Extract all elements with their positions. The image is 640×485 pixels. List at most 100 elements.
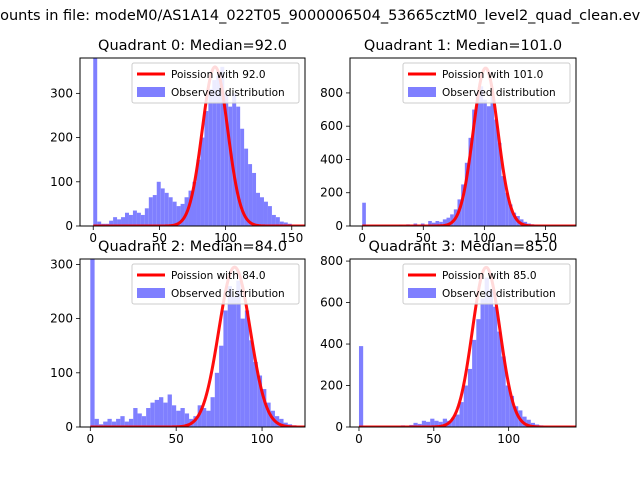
histogram-bar xyxy=(486,106,491,226)
histogram-bar xyxy=(227,286,232,427)
histogram-bar xyxy=(428,221,432,226)
histogram-bar xyxy=(490,96,495,226)
x-tick-label: 50 xyxy=(152,231,167,245)
histogram-bar xyxy=(116,418,121,427)
legend-label-observed: Observed distribution xyxy=(442,87,556,99)
plot-area xyxy=(361,66,576,226)
histogram-bar xyxy=(220,66,225,226)
histogram-bar xyxy=(188,190,193,226)
histogram-bar xyxy=(167,394,172,427)
histogram-bar xyxy=(232,296,237,427)
legend-label-observed: Observed distribution xyxy=(442,288,556,300)
histogram-bar xyxy=(214,372,220,427)
x-tick-label: 0 xyxy=(86,432,94,446)
poisson-fit-line xyxy=(89,265,305,427)
axes-frame xyxy=(79,57,306,227)
figure-suptitle: Counts in file: modeM0/AS1A14_022T05_900… xyxy=(0,8,640,24)
y-tick-label: 300 xyxy=(50,86,73,100)
histogram-bar xyxy=(180,408,185,427)
y-tick-label: 400 xyxy=(320,152,343,166)
histogram-bar xyxy=(240,318,245,427)
legend-box xyxy=(131,62,300,104)
histogram-bar xyxy=(476,319,481,427)
histogram-bar xyxy=(212,80,217,226)
x-tick-label: 100 xyxy=(497,432,520,446)
x-tick-label: 0 xyxy=(89,231,97,245)
histogram-bar xyxy=(459,402,464,427)
histogram-bar xyxy=(253,361,258,427)
legend-label-poisson: Poission with 84.0 xyxy=(171,270,266,282)
histogram-bar xyxy=(232,93,237,226)
histogram-bar xyxy=(216,75,221,226)
histogram-bar xyxy=(530,422,535,427)
histogram-bar xyxy=(140,214,145,226)
histogram-bar xyxy=(275,217,280,226)
histogram-bar xyxy=(413,422,418,427)
histogram-bar xyxy=(256,192,260,226)
histogram-bar xyxy=(125,212,129,226)
histogram-bar xyxy=(111,421,117,427)
histogram-bar xyxy=(124,421,129,427)
legend: Poission with 101.0 Observed distribution xyxy=(402,62,571,104)
histogram-bar xyxy=(240,128,245,226)
histogram-bar xyxy=(468,137,473,226)
x-tick-label: 100 xyxy=(473,231,496,245)
panel-title: Quadrant 2: Median=84.0 xyxy=(98,239,287,255)
histogram-bar xyxy=(113,217,118,226)
x-tick-label: 150 xyxy=(534,231,557,245)
y-tick-label: 600 xyxy=(320,296,343,310)
quadrant-2-panel: 0 50 100 0 100 200 300 Quadrant 2: Median=84.0 P… xyxy=(50,239,306,446)
histogram-bar xyxy=(479,86,484,226)
histogram-bar xyxy=(271,214,276,226)
histogram-bar xyxy=(509,395,515,427)
x-tick-label: 50 xyxy=(426,432,441,446)
histogram-bar xyxy=(362,202,366,226)
histogram-bar xyxy=(484,277,489,427)
y-tick-label: 800 xyxy=(320,254,343,268)
histogram-bar xyxy=(497,142,502,226)
panel-title: Quadrant 1: Median=101.0 xyxy=(364,38,562,54)
histogram-bar xyxy=(417,423,422,427)
y-tick-label: 600 xyxy=(320,119,343,133)
y-tick-label: 200 xyxy=(50,131,73,145)
histogram-bar xyxy=(223,310,228,427)
histogram-bar xyxy=(279,418,284,427)
legend: Poission with 92.0 Observed distribution xyxy=(131,62,300,104)
histogram-bar xyxy=(94,418,99,427)
histogram-bar xyxy=(263,201,268,226)
histogram-bar xyxy=(426,421,431,427)
histogram-bar xyxy=(475,92,480,226)
histogram-bar xyxy=(176,410,181,427)
axes-frame xyxy=(79,258,306,428)
legend-hist-swatch xyxy=(408,288,436,298)
histogram-bar xyxy=(497,331,502,427)
histogram-bar xyxy=(442,219,447,226)
x-tick-label: 0 xyxy=(358,231,366,245)
legend-label-observed: Observed distribution xyxy=(171,87,285,99)
x-tick-label: 50 xyxy=(169,432,184,446)
y-tick-label: 200 xyxy=(50,312,73,326)
legend-box xyxy=(131,263,300,305)
histogram-bar xyxy=(152,195,157,226)
histogram-bar xyxy=(150,402,155,427)
histogram-bar xyxy=(260,197,264,226)
histogram-bar xyxy=(148,197,153,226)
histogram-bar xyxy=(464,162,469,226)
histogram-bar xyxy=(262,389,267,427)
histogram-bar xyxy=(472,339,477,427)
x-tick-label: 100 xyxy=(214,231,237,245)
legend-label-poisson: Poission with 85.0 xyxy=(442,270,537,282)
histogram-bar xyxy=(128,418,134,427)
histogram-bar xyxy=(97,221,102,226)
histogram-bar xyxy=(480,298,485,427)
histogram-bar xyxy=(267,206,272,226)
histogram-bar xyxy=(442,418,447,427)
histogram-bar xyxy=(505,385,510,427)
histogram-bar xyxy=(120,416,125,427)
histogram-bar xyxy=(107,418,112,427)
histogram-bar xyxy=(249,340,254,427)
histogram-bar xyxy=(431,222,436,226)
histogram-bar xyxy=(144,208,149,226)
